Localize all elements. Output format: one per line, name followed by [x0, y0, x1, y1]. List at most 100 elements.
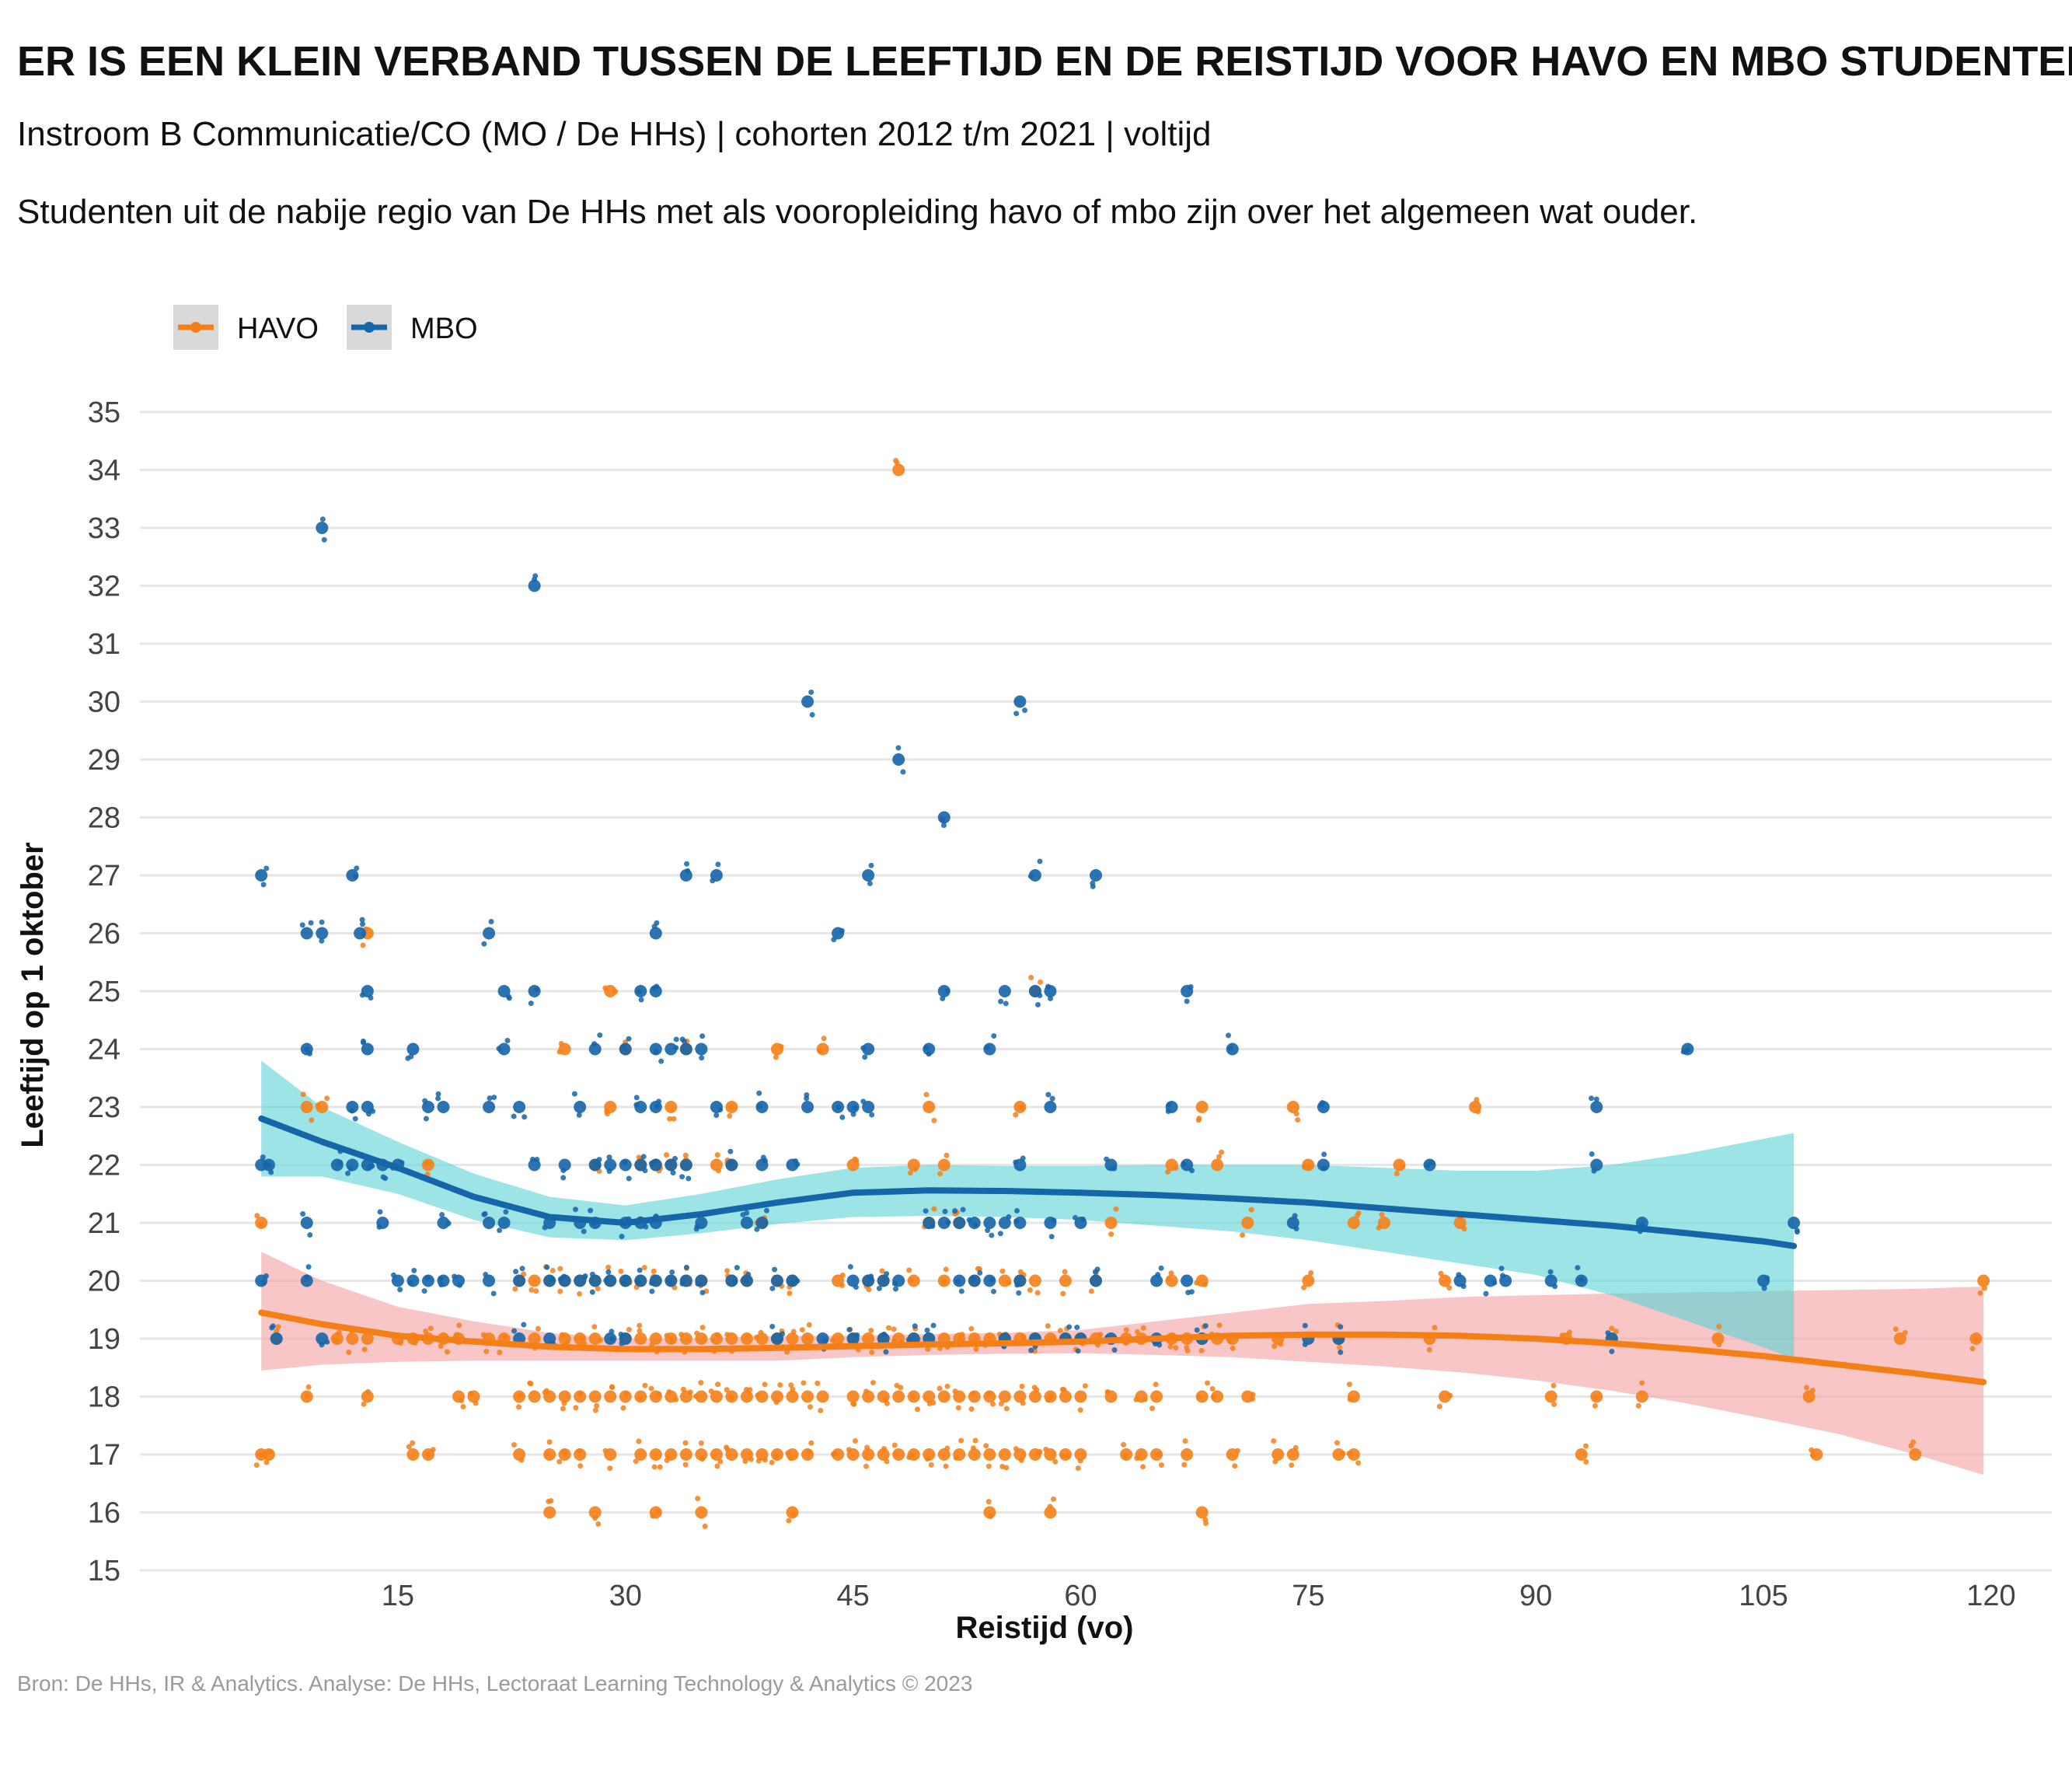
- point-jitter-havo: [758, 1329, 764, 1336]
- y-tick-label: 22: [88, 1150, 120, 1182]
- point-jitter-mbo: [923, 1208, 929, 1214]
- point-jitter-havo: [893, 1451, 899, 1458]
- point-jitter-havo: [406, 1444, 412, 1450]
- point-jitter-havo: [1013, 1112, 1019, 1118]
- point-jitter-havo: [460, 1403, 466, 1409]
- point-jitter-mbo: [1761, 1285, 1767, 1291]
- point-jitter-mbo: [1090, 883, 1096, 889]
- point-havo: [1909, 1448, 1922, 1461]
- point-jitter-mbo: [353, 874, 359, 880]
- point-mbo: [1090, 869, 1102, 882]
- point-jitter-havo: [591, 1324, 598, 1330]
- point-jitter-havo: [309, 1117, 315, 1123]
- point-jitter-havo: [1400, 1164, 1406, 1170]
- y-axis-title: Leeftijd op 1 oktober: [16, 842, 50, 1147]
- point-jitter-mbo: [347, 1165, 354, 1172]
- point-jitter-mbo: [847, 1264, 853, 1270]
- point-mbo: [483, 1217, 496, 1229]
- point-jitter-mbo: [1609, 1348, 1615, 1354]
- point-mbo: [406, 1042, 420, 1056]
- point-jitter-havo: [527, 1380, 533, 1386]
- point-jitter-havo: [618, 1268, 624, 1274]
- point-jitter-havo: [973, 1346, 979, 1352]
- point-jitter-mbo: [635, 1278, 641, 1284]
- point-jitter-havo: [1204, 1380, 1210, 1386]
- point-mbo: [937, 1217, 951, 1229]
- point-jitter-mbo: [860, 1098, 867, 1105]
- point-jitter-mbo: [984, 1045, 990, 1051]
- point-jitter-havo: [438, 1343, 444, 1350]
- point-jitter-mbo: [606, 1168, 612, 1175]
- point-jitter-havo: [970, 1391, 976, 1397]
- point-jitter-havo: [648, 1385, 654, 1392]
- point-jitter-mbo: [490, 1290, 497, 1297]
- point-jitter-mbo: [1104, 1156, 1110, 1162]
- point-jitter-havo: [968, 1325, 975, 1332]
- point-jitter-havo: [1166, 1276, 1172, 1282]
- point-jitter-havo: [1474, 1097, 1480, 1103]
- legend: HAVO MBO: [173, 305, 478, 350]
- point-jitter-mbo: [1491, 1280, 1498, 1286]
- point-jitter-havo: [365, 1388, 371, 1395]
- point-havo: [1977, 1274, 1990, 1287]
- point-jitter-mbo: [422, 1098, 428, 1104]
- point-jitter-havo: [839, 1272, 846, 1278]
- point-jitter-mbo: [1111, 1347, 1118, 1353]
- point-jitter-mbo: [626, 1035, 632, 1042]
- point-jitter-mbo: [656, 1098, 662, 1105]
- point-jitter-havo: [1613, 1329, 1619, 1335]
- point-jitter-mbo: [940, 817, 946, 823]
- point-jitter-mbo: [821, 1338, 828, 1344]
- point-jitter-mbo: [376, 1224, 382, 1230]
- point-jitter-havo: [853, 1158, 860, 1164]
- point-havo: [1195, 1101, 1209, 1113]
- point-jitter-mbo: [609, 1329, 615, 1335]
- point-jitter-havo: [430, 1447, 436, 1453]
- point-havo: [1241, 1217, 1254, 1229]
- point-jitter-mbo: [854, 1332, 860, 1338]
- point-mbo: [771, 1274, 783, 1287]
- point-jitter-havo: [546, 1439, 553, 1445]
- point-jitter-havo: [1432, 1325, 1438, 1331]
- point-jitter-havo: [788, 1382, 794, 1388]
- point-jitter-mbo: [930, 1322, 937, 1329]
- point-jitter-havo: [881, 1446, 888, 1452]
- point-jitter-mbo: [511, 1113, 517, 1119]
- point-mbo: [1181, 1274, 1194, 1287]
- point-jitter-havo: [1134, 1329, 1140, 1335]
- point-havo: [983, 1448, 996, 1461]
- point-jitter-havo: [1272, 1458, 1278, 1465]
- point-jitter-havo: [361, 1401, 367, 1407]
- point-jitter-mbo: [360, 921, 366, 927]
- point-jitter-havo: [1031, 1385, 1038, 1391]
- point-jitter-mbo: [958, 1288, 964, 1294]
- point-jitter-havo: [1202, 1517, 1209, 1523]
- point-jitter-havo: [1013, 1446, 1019, 1452]
- point-mbo: [998, 1217, 1011, 1229]
- point-jitter-havo: [1306, 1163, 1312, 1169]
- point-jitter-havo: [786, 1517, 792, 1524]
- point-jitter-havo: [1149, 1406, 1156, 1412]
- point-jitter-mbo: [390, 1272, 396, 1278]
- point-jitter-havo: [923, 1091, 930, 1098]
- point-jitter-havo: [908, 1277, 914, 1283]
- point-jitter-havo: [263, 1459, 270, 1465]
- point-mbo: [483, 1101, 496, 1113]
- point-jitter-mbo: [1165, 1109, 1171, 1115]
- point-jitter-havo: [773, 1399, 780, 1406]
- point-jitter-mbo: [319, 919, 325, 925]
- point-jitter-mbo: [1037, 858, 1043, 864]
- smooth-line-mbo: [258, 1115, 1798, 1249]
- point-jitter-havo: [1075, 1465, 1081, 1472]
- point-jitter-mbo: [1425, 1162, 1431, 1168]
- point-jitter-mbo: [685, 1175, 692, 1182]
- point-jitter-mbo: [1483, 1290, 1489, 1297]
- point-jitter-havo: [863, 1388, 870, 1395]
- point-jitter-havo: [275, 1324, 281, 1330]
- point-jitter-mbo: [1547, 1269, 1554, 1275]
- point-jitter-havo: [1216, 1154, 1223, 1160]
- point-jitter-mbo: [1578, 1276, 1584, 1283]
- point-jitter-mbo: [715, 861, 721, 868]
- y-tick-label: 27: [88, 860, 120, 892]
- point-jitter-havo: [882, 1396, 888, 1402]
